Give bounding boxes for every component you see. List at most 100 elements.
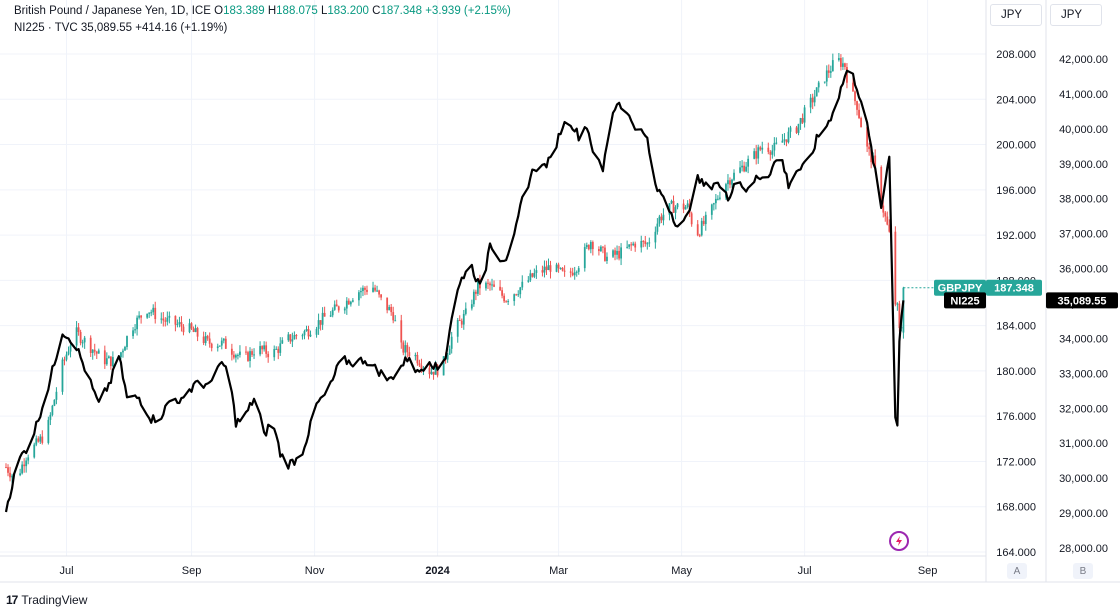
up-candle [829, 65, 832, 78]
tradingview-logo[interactable]: 17 TradingView [6, 593, 87, 607]
up-candle [39, 434, 42, 445]
up-candle [235, 353, 237, 363]
up-candle [739, 160, 741, 174]
up-candle [216, 343, 219, 352]
up-candle [317, 313, 320, 335]
up-candle [293, 331, 296, 340]
right-scale-unit-button[interactable]: JPY [1050, 4, 1102, 26]
up-candle [273, 345, 276, 361]
up-candle [138, 311, 140, 320]
up-candle [733, 169, 735, 181]
up-candle [51, 404, 54, 417]
up-candle [194, 324, 197, 333]
gbpjpy-candles [5, 53, 905, 483]
down-candle [224, 336, 227, 349]
down-candle [618, 245, 620, 261]
down-candle [5, 463, 7, 469]
down-candle [458, 315, 461, 322]
down-candle [190, 322, 193, 330]
down-candle [598, 246, 600, 256]
lightning-icon[interactable] [889, 531, 909, 551]
down-candle [418, 359, 421, 368]
up-candle [124, 345, 126, 351]
scale-b-button[interactable]: B [1073, 563, 1093, 579]
nikkei-tick-label: 29,000.00 [1059, 508, 1108, 520]
up-candle [817, 80, 820, 93]
down-candle [634, 241, 637, 252]
down-candle [154, 301, 157, 324]
down-candle [347, 298, 350, 305]
down-candle [755, 144, 758, 165]
legend-change: +3.939 (+2.15%) [425, 5, 511, 17]
time-tick-label: Sep [918, 565, 938, 577]
down-candle [196, 326, 199, 342]
up-candle [747, 155, 750, 174]
down-candle [561, 267, 564, 272]
up-candle [132, 327, 134, 339]
up-candle [55, 387, 58, 405]
up-candle [456, 317, 459, 343]
down-candle [319, 320, 322, 331]
up-candle [249, 347, 251, 368]
up-candle [700, 217, 703, 237]
time-tick-label: Mar [549, 565, 568, 577]
down-candle [563, 265, 566, 277]
up-candle [648, 237, 651, 247]
up-candle [188, 318, 191, 334]
down-candle [202, 331, 205, 346]
down-candle [245, 346, 247, 355]
up-candle [831, 53, 834, 72]
up-candle [120, 351, 122, 360]
down-candle [840, 54, 842, 71]
down-candle [378, 289, 380, 298]
scale-a-button[interactable]: A [1007, 563, 1027, 579]
up-candle [75, 321, 78, 352]
up-candle [35, 435, 38, 447]
legend-low-label: L [320, 5, 328, 17]
up-candle [783, 133, 786, 146]
down-candle [230, 343, 233, 361]
up-candle [646, 242, 649, 250]
down-candle [400, 314, 403, 349]
down-candle [696, 220, 699, 237]
up-candle [281, 337, 284, 344]
left-scale-unit-button[interactable]: JPY [990, 4, 1042, 26]
up-candle [809, 94, 812, 114]
nikkei-tick-label: 40,000.00 [1059, 124, 1108, 136]
down-candle [386, 297, 389, 314]
down-candle [390, 303, 393, 316]
up-candle [345, 297, 348, 315]
time-tick-label: Jul [798, 565, 812, 577]
up-candle [349, 300, 352, 307]
gbpjpy-symbol-tag [934, 279, 986, 296]
up-candle [600, 245, 602, 253]
up-candle [331, 307, 334, 318]
up-candle [136, 315, 138, 336]
time-tick-label: Jul [59, 565, 73, 577]
up-candle [716, 195, 719, 201]
up-candle [719, 191, 721, 201]
down-candle [602, 246, 604, 254]
down-candle [289, 334, 292, 344]
down-candle [729, 177, 731, 189]
up-candle [535, 265, 538, 279]
up-candle [472, 289, 475, 307]
up-candle [745, 161, 748, 173]
time-tick-label: May [671, 565, 692, 577]
down-candle [337, 305, 340, 313]
up-candle [577, 266, 580, 275]
down-candle [402, 340, 405, 356]
up-candle [606, 252, 608, 264]
up-candle [263, 341, 266, 352]
down-candle [660, 213, 663, 224]
time-axis: Jul Sep Nov 2024 Mar May Jul Sep [59, 565, 937, 577]
up-candle [507, 299, 510, 305]
up-candle [628, 244, 631, 250]
legend-close-label: C [372, 5, 381, 17]
down-candle [854, 90, 856, 106]
up-candle [842, 57, 844, 71]
gbpjpy-tick-label: 184.000 [996, 321, 1036, 333]
down-candle [474, 289, 477, 301]
up-candle [464, 302, 467, 316]
